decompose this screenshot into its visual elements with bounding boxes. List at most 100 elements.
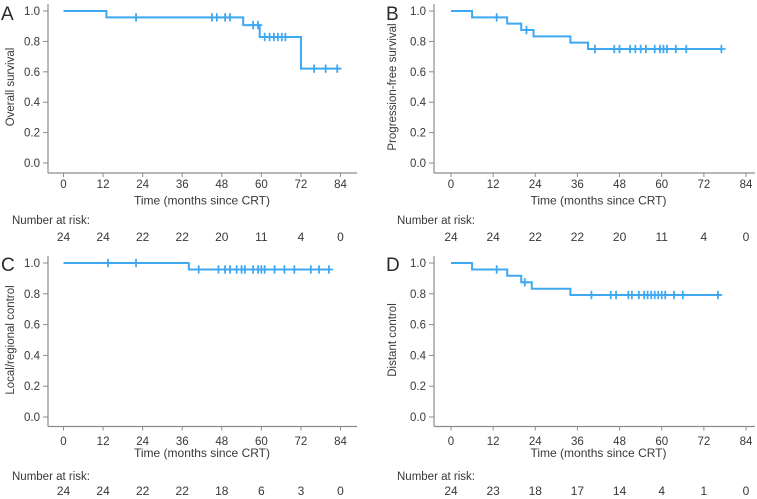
x-tick-label: 60 bbox=[655, 179, 668, 191]
risk-count: 14 bbox=[613, 484, 627, 498]
x-tick-label: 12 bbox=[487, 436, 500, 448]
x-tick-label: 48 bbox=[613, 179, 626, 191]
y-tick-label: 0.8 bbox=[410, 36, 426, 48]
y-tick-label: 0.4 bbox=[24, 97, 41, 109]
risk-table-label: Number at risk: bbox=[12, 215, 90, 227]
panel-letter: C bbox=[1, 255, 15, 276]
risk-count: 24 bbox=[444, 230, 458, 244]
y-tick-label: 0.6 bbox=[410, 67, 426, 79]
y-axis-title: Local/regional control bbox=[5, 285, 17, 394]
x-tick-label: 60 bbox=[255, 436, 268, 448]
risk-count: 3 bbox=[298, 484, 305, 498]
x-tick-label: 84 bbox=[334, 436, 347, 448]
risk-count: 0 bbox=[337, 230, 344, 244]
y-tick-label: 1.0 bbox=[410, 258, 426, 270]
risk-count: 24 bbox=[96, 484, 110, 498]
y-tick-label: 0.6 bbox=[24, 320, 40, 332]
x-tick-label: 48 bbox=[215, 179, 228, 191]
risk-count: 20 bbox=[613, 230, 627, 244]
panel-overall-survival: A 1.0 0.8 0.6 0.4 0.2 0.0 0 12 24 36 48 60 72 84 Time (… bbox=[0, 0, 378, 250]
kaplan-meier-chart-distant-control: D 1.0 0.8 0.6 0.4 0.2 0.0 0 12 24 36 48 60 72 84 Time (… bbox=[386, 255, 755, 498]
risk-count: 0 bbox=[337, 484, 344, 498]
risk-count: 11 bbox=[255, 230, 268, 244]
risk-count: 24 bbox=[486, 230, 500, 244]
panel-letter: A bbox=[1, 4, 14, 25]
x-tick-label: 12 bbox=[97, 179, 110, 191]
x-axis-title: Time (months since CRT) bbox=[134, 446, 270, 460]
risk-count: 17 bbox=[571, 484, 585, 498]
km-curve bbox=[63, 262, 329, 271]
risk-count: 6 bbox=[258, 484, 265, 498]
y-tick-label: 0.0 bbox=[410, 158, 426, 170]
x-tick-label: 12 bbox=[487, 179, 500, 191]
y-tick-label: 0.4 bbox=[410, 350, 427, 362]
risk-count: 24 bbox=[57, 230, 71, 244]
x-axis-title: Time (months since CRT) bbox=[530, 446, 666, 460]
x-tick-label: 36 bbox=[176, 436, 189, 448]
risk-table-label: Number at risk: bbox=[12, 471, 90, 483]
y-tick-label: 0.2 bbox=[24, 381, 40, 393]
y-tick-label: 0.2 bbox=[410, 128, 426, 140]
y-tick-label: 1.0 bbox=[410, 6, 426, 18]
y-tick-label: 0.0 bbox=[24, 158, 40, 170]
y-tick-label: 0.2 bbox=[410, 381, 426, 393]
risk-count: 24 bbox=[57, 484, 71, 498]
y-tick-label: 0.0 bbox=[24, 412, 40, 424]
x-tick-label: 48 bbox=[613, 436, 626, 448]
x-tick-label: 60 bbox=[655, 436, 668, 448]
risk-count: 22 bbox=[176, 230, 190, 244]
x-tick-label: 24 bbox=[529, 179, 542, 191]
risk-count: 22 bbox=[529, 230, 543, 244]
x-tick-label: 84 bbox=[740, 179, 753, 191]
risk-count: 4 bbox=[701, 230, 708, 244]
x-tick-label: 36 bbox=[571, 436, 584, 448]
panel-letter: D bbox=[386, 255, 400, 276]
y-tick-label: 0.0 bbox=[410, 412, 426, 424]
x-tick-label: 0 bbox=[448, 179, 454, 191]
x-tick-label: 36 bbox=[571, 179, 584, 191]
x-tick-label: 0 bbox=[60, 179, 66, 191]
x-tick-label: 84 bbox=[740, 436, 753, 448]
risk-count: 18 bbox=[529, 484, 543, 498]
y-tick-label: 0.6 bbox=[410, 320, 426, 332]
risk-count: 0 bbox=[743, 484, 750, 498]
risk-count: 4 bbox=[298, 230, 305, 244]
risk-count: 20 bbox=[215, 230, 229, 244]
x-tick-label: 60 bbox=[255, 179, 268, 191]
x-tick-label: 24 bbox=[136, 179, 149, 191]
y-tick-label: 0.8 bbox=[410, 289, 426, 301]
y-tick-label: 0.8 bbox=[24, 289, 40, 301]
y-axis-title: Distant control bbox=[387, 303, 399, 377]
y-tick-label: 0.4 bbox=[410, 97, 427, 109]
x-tick-label: 36 bbox=[176, 179, 189, 191]
risk-count: 4 bbox=[658, 484, 665, 498]
x-tick-label: 72 bbox=[295, 436, 308, 448]
x-tick-label: 48 bbox=[215, 436, 228, 448]
risk-count: 22 bbox=[176, 484, 190, 498]
km-curve bbox=[451, 10, 722, 50]
risk-count: 22 bbox=[136, 230, 150, 244]
risk-count: 22 bbox=[136, 484, 150, 498]
x-tick-label: 24 bbox=[136, 436, 149, 448]
x-tick-label: 0 bbox=[60, 436, 66, 448]
x-tick-label: 24 bbox=[529, 436, 542, 448]
y-axis-title: Overall survival bbox=[5, 48, 17, 127]
x-tick-label: 0 bbox=[448, 436, 454, 448]
y-tick-label: 1.0 bbox=[24, 258, 40, 270]
x-tick-label: 12 bbox=[97, 436, 110, 448]
kaplan-meier-chart-overall-survival: A 1.0 0.8 0.6 0.4 0.2 0.0 0 12 24 36 48 60 72 84 Time (… bbox=[1, 4, 357, 244]
panel-progression-free-survival: B 1.0 0.8 0.6 0.4 0.2 0.0 0 12 24 36 48 60 72 84 Time (… bbox=[379, 0, 757, 250]
x-tick-label: 84 bbox=[334, 179, 347, 191]
risk-table-label: Number at risk: bbox=[397, 215, 475, 227]
risk-table-label: Number at risk: bbox=[397, 471, 475, 483]
panel-letter: B bbox=[386, 4, 399, 25]
risk-count: 24 bbox=[96, 230, 110, 244]
risk-count: 23 bbox=[486, 484, 500, 498]
x-tick-label: 72 bbox=[697, 436, 710, 448]
risk-count: 18 bbox=[215, 484, 229, 498]
x-tick-label: 72 bbox=[295, 179, 308, 191]
risk-count: 0 bbox=[743, 230, 750, 244]
x-axis-title: Time (months since CRT) bbox=[530, 194, 666, 208]
kaplan-meier-chart-progression-free-survival: B 1.0 0.8 0.6 0.4 0.2 0.0 0 12 24 36 48 60 72 84 Time (… bbox=[386, 4, 755, 244]
